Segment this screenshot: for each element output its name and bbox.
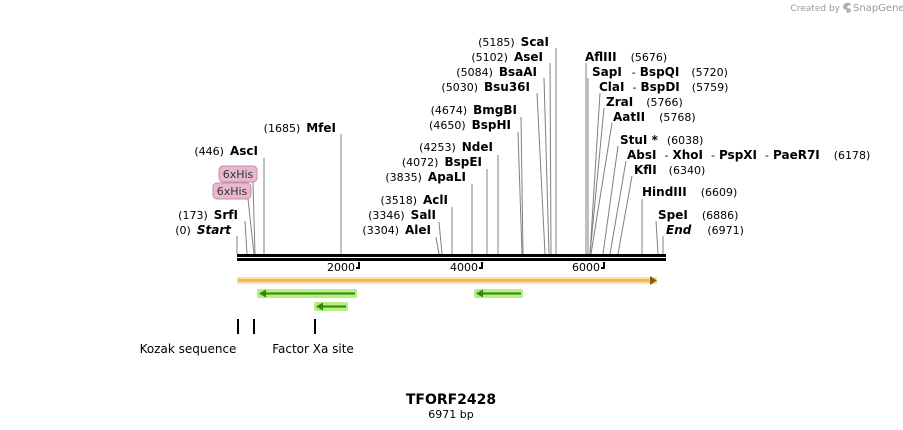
site-start[interactable]: (0) Start <box>175 223 232 237</box>
tag-6xhis-2-label: 6xHis <box>217 185 248 198</box>
connector-spei <box>655 220 659 255</box>
feature-markers <box>237 319 316 334</box>
site-labels-right: AflIII (5676) SapI - BspQI (5720) ClaI - BspDI… <box>585 50 870 237</box>
site-apali[interactable]: (3835) ApaLI <box>385 170 466 184</box>
connector-stui <box>602 145 619 255</box>
site-stui[interactable]: StuI * (6038) <box>620 133 703 147</box>
connector-asei <box>549 62 552 255</box>
tag-6xhis-1-label: 6xHis <box>223 168 254 181</box>
connector-kfli <box>617 175 633 255</box>
plasmid-length: 6971 bp <box>428 408 473 421</box>
site-zrai[interactable]: ZraI (5766) <box>606 95 683 109</box>
connector-6xhis-2 <box>247 198 255 255</box>
credit-brand: SnapGene <box>853 3 903 14</box>
ruler-tick-2000 <box>356 262 360 269</box>
snapgene-logo-icon <box>843 2 851 13</box>
plasmid-title: TFORF2428 <box>406 392 496 408</box>
primer-arrow-1[interactable] <box>257 289 357 298</box>
connector-clai <box>589 92 601 255</box>
site-aflii[interactable]: AflIII (5676) <box>585 50 667 64</box>
site-end[interactable]: End (6971) <box>666 223 744 237</box>
site-asei[interactable]: (5102) AseI <box>471 50 543 64</box>
connector-bsu36i <box>536 92 546 255</box>
site-absi[interactable]: AbsI - XhoI - PspXI - PaeR7I (6178) <box>627 148 870 162</box>
site-acli[interactable]: (3518) AclI <box>380 193 448 207</box>
connector-srfi <box>244 220 248 255</box>
orf-arrow[interactable] <box>237 276 657 285</box>
connector-zrai <box>589 107 605 255</box>
tag-6xhis-2-box <box>212 182 252 200</box>
ruler-tick-4000 <box>479 262 483 269</box>
connector-bmgbi <box>520 116 524 255</box>
site-asci[interactable]: (446) AscI <box>194 144 258 158</box>
primer-arrow-1-head-icon <box>259 289 266 298</box>
ruler: 2000 4000 6000 <box>327 261 605 274</box>
site-bsaai[interactable]: (5084) BsaAI <box>456 65 537 79</box>
ruler-label-6000: 6000 <box>572 261 600 274</box>
tag-6xhis-1[interactable]: 6xHis <box>218 165 258 183</box>
site-mfei[interactable]: (1685) MfeI <box>264 121 336 135</box>
backbone-bottom-strand <box>237 258 666 261</box>
site-labels-left: (5185) ScaI (5102) AseI (5084) BsaAI (5030)… <box>175 35 549 237</box>
primer-arrow-3-head-icon <box>476 289 483 298</box>
site-hindiii[interactable]: HindIII (6609) <box>642 185 737 199</box>
snapgene-credit: Created by SnapGene <box>790 2 903 14</box>
site-spei[interactable]: SpeI (6886) <box>658 208 738 222</box>
site-aatii[interactable]: AatII (5768) <box>613 110 696 124</box>
ruler-label-4000: 4000 <box>450 261 478 274</box>
connector-absi <box>609 160 627 255</box>
feature-label-kozak: Kozak sequence <box>140 342 237 356</box>
site-srfi[interactable]: (173) SrfI <box>178 208 238 222</box>
site-clai[interactable]: ClaI - BspDI (5759) <box>599 80 728 94</box>
orf-body <box>238 279 651 282</box>
site-bspei[interactable]: (4072) BspEI <box>402 155 482 169</box>
site-connectors <box>236 48 664 255</box>
primer-arrow-2-head-icon <box>316 302 323 311</box>
connector-bsaai <box>543 77 550 255</box>
connector-aatii <box>590 122 613 255</box>
primer-arrow-3[interactable] <box>474 289 523 298</box>
site-bmgbi[interactable]: (4674) BmgBI <box>431 103 517 117</box>
site-scai[interactable]: (5185) ScaI <box>478 35 549 49</box>
site-bsu36i[interactable]: (5030) Bsu36I <box>441 80 530 94</box>
connector-sali <box>438 221 443 255</box>
connector-6xhis-1 <box>252 181 256 255</box>
primer-arrow-2[interactable] <box>314 302 348 311</box>
dna-backbone <box>237 254 666 261</box>
site-bsphi[interactable]: (4650) BspHI <box>429 118 511 132</box>
feature-label-factor-xa: Factor Xa site <box>272 342 354 356</box>
backbone-top-strand <box>237 254 666 257</box>
site-kfli[interactable]: KflI (6340) <box>634 163 705 177</box>
ruler-label-2000: 2000 <box>327 261 355 274</box>
site-sapi[interactable]: SapI - BspQI (5720) <box>592 65 728 79</box>
tag-6xhis-2[interactable]: 6xHis <box>212 182 252 200</box>
site-alei[interactable]: (3304) AleI <box>362 223 431 237</box>
site-ndei[interactable]: (4253) NdeI <box>419 140 493 154</box>
orf-arrowhead-icon <box>650 276 657 285</box>
connector-alei <box>435 236 440 255</box>
credit-prefix: Created by <box>790 4 840 14</box>
site-sali[interactable]: (3346) SalI <box>368 208 436 222</box>
tag-6xhis-1-box <box>218 165 258 183</box>
ruler-tick-6000 <box>601 262 605 269</box>
connector-bsphi <box>517 131 523 255</box>
